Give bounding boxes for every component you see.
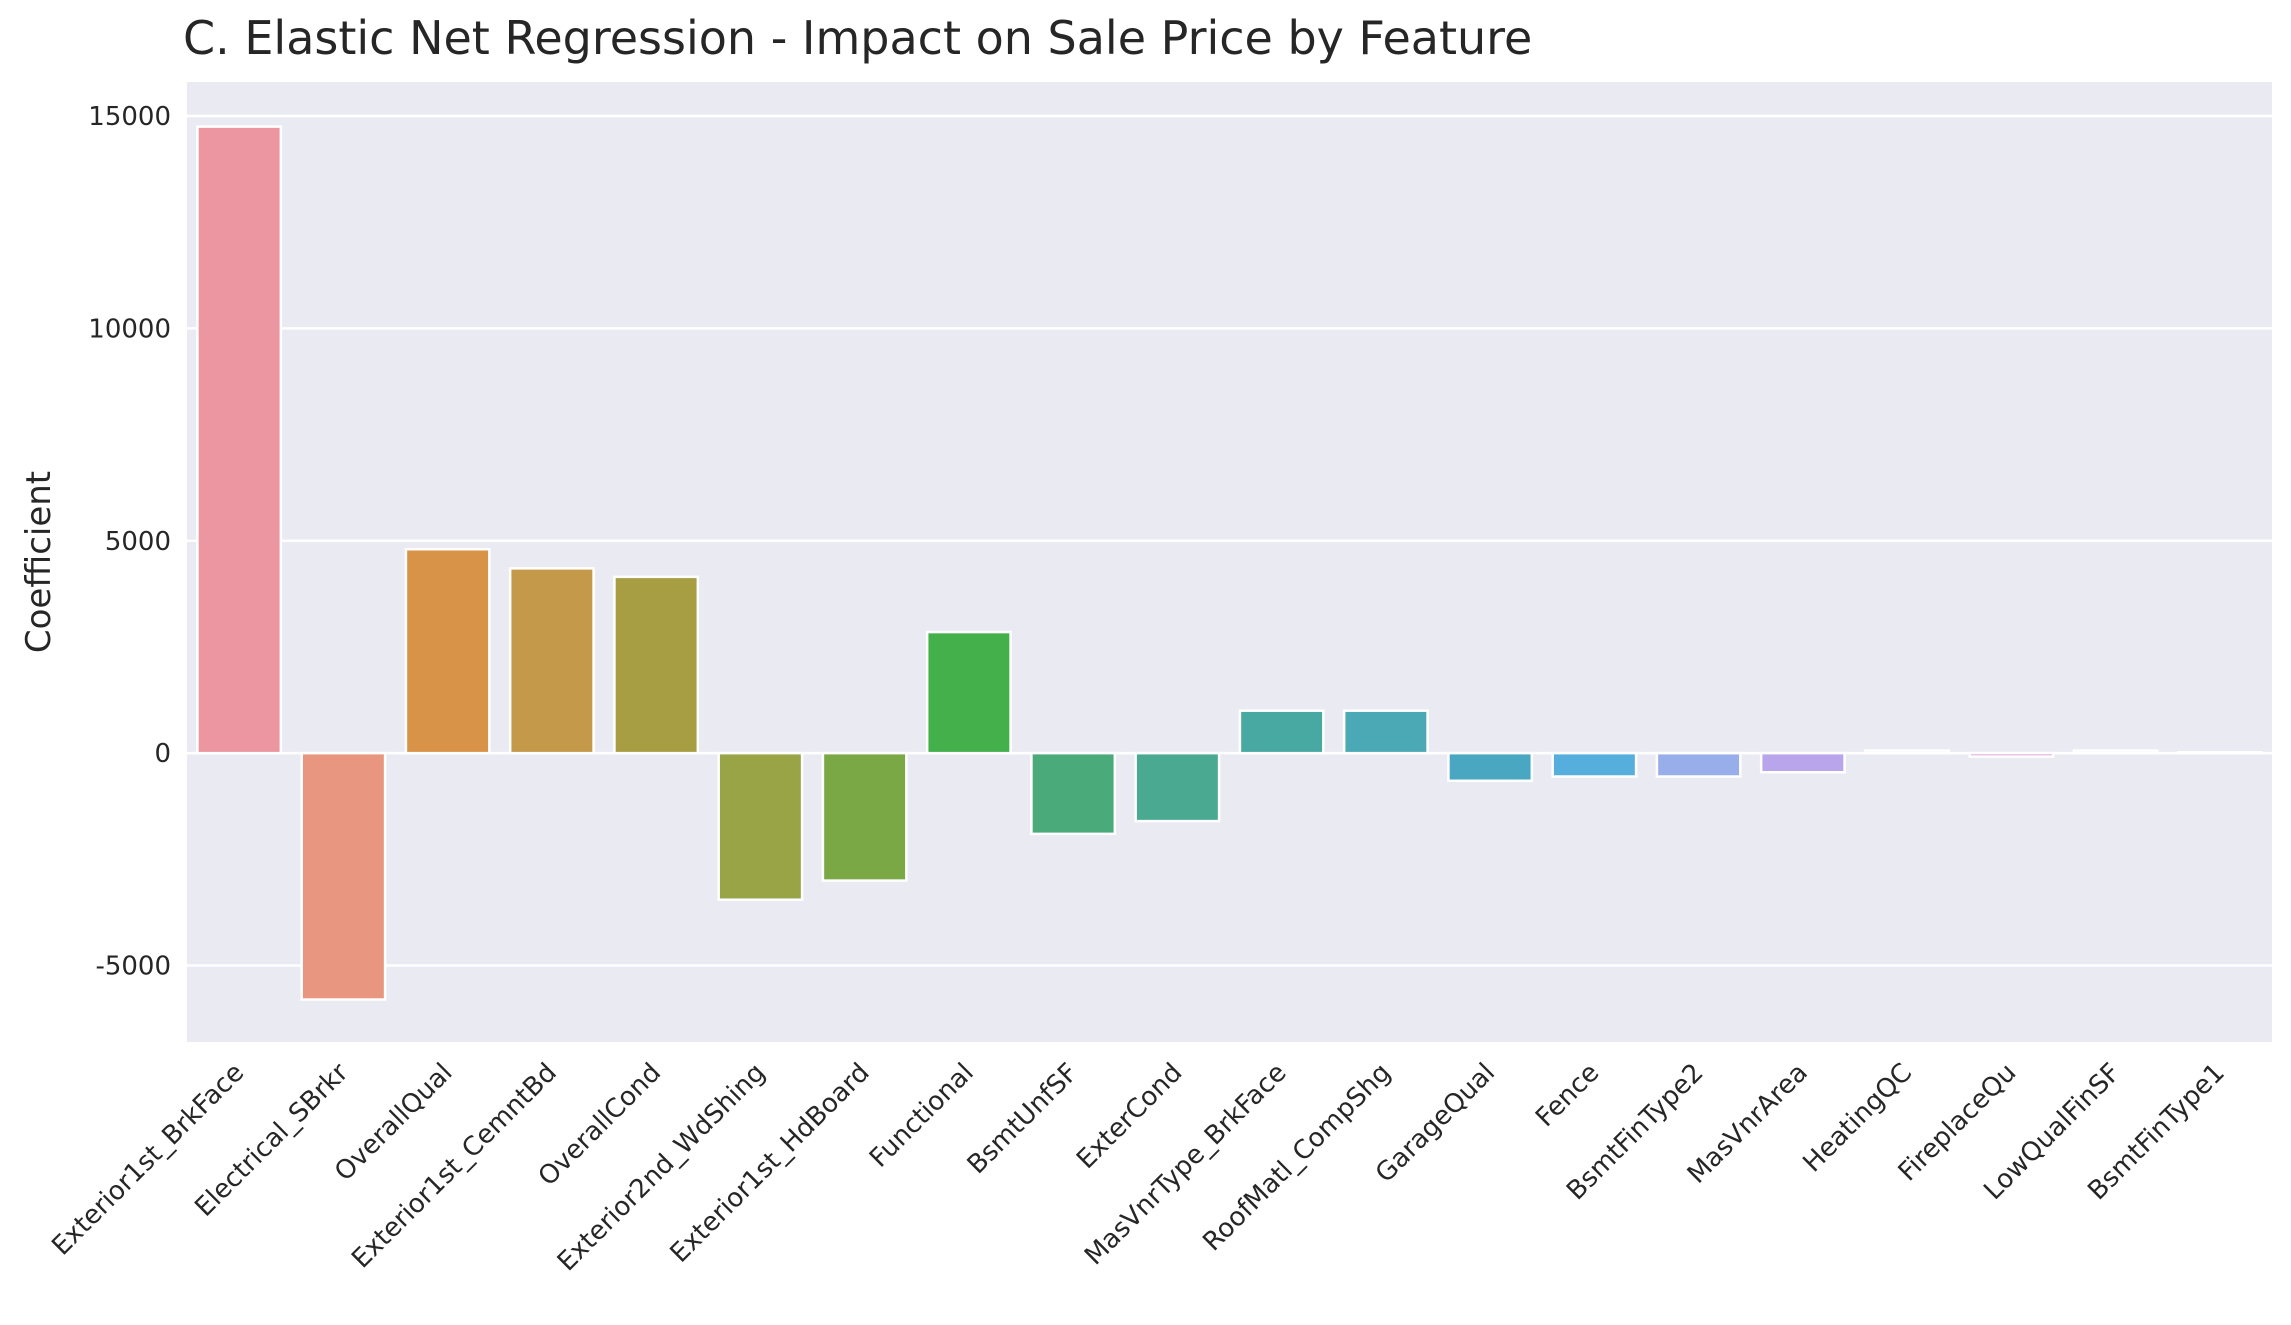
plot-area (187, 82, 2272, 1042)
x-tick-label: Exterior1st_CemntBd (346, 1058, 563, 1275)
y-axis-label: Coefficient (19, 471, 59, 653)
x-tick-label: Exterior1st_HdBoard (665, 1058, 876, 1269)
chart-title: C. Elastic Net Regression - Impact on Sa… (183, 11, 1532, 65)
bar-MasVnrArea (1759, 751, 1846, 774)
bar-RoofMatl_CompShg (1342, 709, 1429, 755)
bar-OverallQual (404, 548, 491, 755)
x-tick-label: RoofMatl_CompShg (1197, 1058, 1396, 1257)
bar-LowQualFinSF (2072, 749, 2159, 755)
x-tick-label: Exterior2nd_WdShing (552, 1058, 772, 1278)
bar-Exterior1st_BrkFace (196, 125, 283, 755)
y-tick-label: 10000 (88, 314, 171, 344)
bar-FireplaceQu (1968, 751, 2055, 758)
bars (196, 125, 2263, 1001)
y-tick-label: 15000 (88, 102, 171, 132)
x-tick-label: Fence (1530, 1058, 1605, 1133)
bar-GarageQual (1447, 751, 1534, 783)
x-tick-label: MasVnrType_BrkFace (1079, 1058, 1293, 1272)
bar-Fence (1551, 751, 1638, 778)
y-tick-label: -5000 (95, 952, 171, 982)
bar-Functional (925, 630, 1012, 755)
y-tick-label: 0 (154, 739, 171, 769)
x-tick-label: Functional (864, 1058, 980, 1174)
bar-ExterCond (1134, 751, 1221, 823)
bar-Exterior1st_CemntBd (508, 567, 595, 755)
bar-BsmtUnfSF (1030, 751, 1117, 836)
x-tick-label: BsmtUnfSF (962, 1058, 1084, 1180)
x-tick-label: Exterior1st_BrkFace (46, 1058, 250, 1262)
bar-Exterior2nd_WdShing (717, 751, 804, 901)
bar-Exterior1st_HdBoard (821, 751, 908, 882)
bar-BsmtFinType2 (1655, 751, 1742, 778)
bar-MasVnrType_BrkFace (1238, 709, 1325, 755)
x-axis-ticks: Exterior1st_BrkFaceElectrical_SBrkrOvera… (46, 1058, 2231, 1278)
bar-OverallCond (613, 575, 700, 755)
bar-BsmtFinType1 (2176, 751, 2263, 755)
y-tick-label: 5000 (105, 527, 171, 557)
bar-HeatingQC (1864, 749, 1951, 755)
bar-Electrical_SBrkr (300, 751, 387, 1001)
y-axis-ticks: -5000 0 5000 10000 15000 (88, 102, 171, 982)
